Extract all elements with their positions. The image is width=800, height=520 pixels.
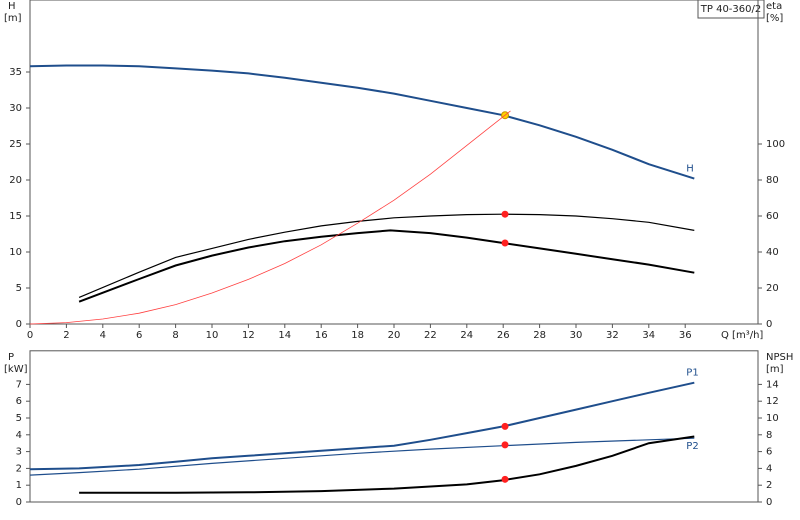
y-axis-unit: [m] <box>4 13 22 24</box>
y-tick-label: 30 <box>9 103 22 114</box>
duty-point <box>501 210 509 218</box>
y2-tick-label: 0 <box>766 319 772 330</box>
curve <box>79 435 695 494</box>
x-tick-label: 4 <box>100 330 106 341</box>
y2-tick-label: 6 <box>766 447 772 458</box>
y-tick-label: 2 <box>16 463 22 474</box>
x-tick-label: 10 <box>206 330 219 341</box>
y2-tick-label: 4 <box>766 463 772 474</box>
y-tick-label: 0 <box>16 319 22 330</box>
y-tick-label: 5 <box>16 283 22 294</box>
plot-frame <box>29 350 759 503</box>
y2-tick-label: 0 <box>766 497 772 508</box>
x-tick-label: 8 <box>172 330 178 341</box>
x-tick-label: 30 <box>570 330 583 341</box>
x-tick-label: 2 <box>63 330 69 341</box>
y-tick-label: 6 <box>16 396 22 407</box>
curve-label: P1 <box>686 368 698 379</box>
curve <box>78 213 695 298</box>
title-box <box>697 0 765 19</box>
y-tick-label: 10 <box>9 247 22 258</box>
curve <box>78 229 695 303</box>
curve-label: P2 <box>686 441 698 452</box>
y2-tick-label: 60 <box>766 211 779 222</box>
duty-point <box>501 441 509 449</box>
duty-point <box>501 475 509 483</box>
y-tick-label: 4 <box>16 430 22 441</box>
y2-tick-label: 10 <box>766 413 779 424</box>
x-tick-label: 18 <box>351 330 364 341</box>
plot-frame <box>29 0 759 325</box>
y2-tick-label: 40 <box>766 247 779 258</box>
x-tick-label: 20 <box>388 330 401 341</box>
y2-axis-label: NPSH <box>766 352 793 363</box>
chart-title: TP 40-360/2 <box>700 4 761 15</box>
x-tick-label: 36 <box>679 330 692 341</box>
x-tick-label: 26 <box>497 330 510 341</box>
y-tick-label: 7 <box>16 379 22 390</box>
y2-tick-label: 8 <box>766 430 772 441</box>
x-tick-label: 6 <box>136 330 142 341</box>
x-tick-label: 16 <box>315 330 328 341</box>
y-tick-label: 15 <box>9 211 22 222</box>
curve <box>29 437 695 476</box>
x-tick-label: 34 <box>642 330 655 341</box>
x-tick-label: 24 <box>460 330 473 341</box>
y2-tick-label: 12 <box>766 396 779 407</box>
x-tick-label: 0 <box>27 330 33 341</box>
y2-tick-label: 20 <box>766 283 779 294</box>
x-tick-label: 14 <box>278 330 291 341</box>
y2-tick-label: 14 <box>766 379 779 390</box>
y-axis-label: P <box>8 352 14 363</box>
x-tick-label: 28 <box>533 330 546 341</box>
y2-tick-label: 80 <box>766 175 779 186</box>
y2-tick-label: 2 <box>766 480 772 491</box>
curve <box>29 110 511 325</box>
y-tick-label: 1 <box>16 480 22 491</box>
x-tick-label: 22 <box>424 330 437 341</box>
y2-axis-unit: [m] <box>766 364 784 375</box>
y2-axis-label: eta <box>766 1 782 12</box>
curve-label: H <box>686 164 694 175</box>
y2-tick-label: 100 <box>766 139 785 150</box>
y-axis-label: H <box>8 1 16 12</box>
curve <box>29 381 695 471</box>
y-tick-label: 0 <box>16 497 22 508</box>
y-tick-label: 25 <box>9 139 22 150</box>
x-axis-label: Q [m³/h] <box>721 330 763 341</box>
y2-axis-unit: [%] <box>766 13 783 24</box>
y-tick-label: 3 <box>16 447 22 458</box>
x-tick-label: 12 <box>242 330 255 341</box>
duty-point <box>501 422 509 430</box>
y-tick-label: 35 <box>9 67 22 78</box>
curve <box>29 64 695 180</box>
x-tick-label: 32 <box>606 330 619 341</box>
y-axis-unit: [kW] <box>4 364 28 375</box>
y-tick-label: 20 <box>9 175 22 186</box>
duty-point <box>501 239 509 247</box>
y-tick-label: 5 <box>16 413 22 424</box>
